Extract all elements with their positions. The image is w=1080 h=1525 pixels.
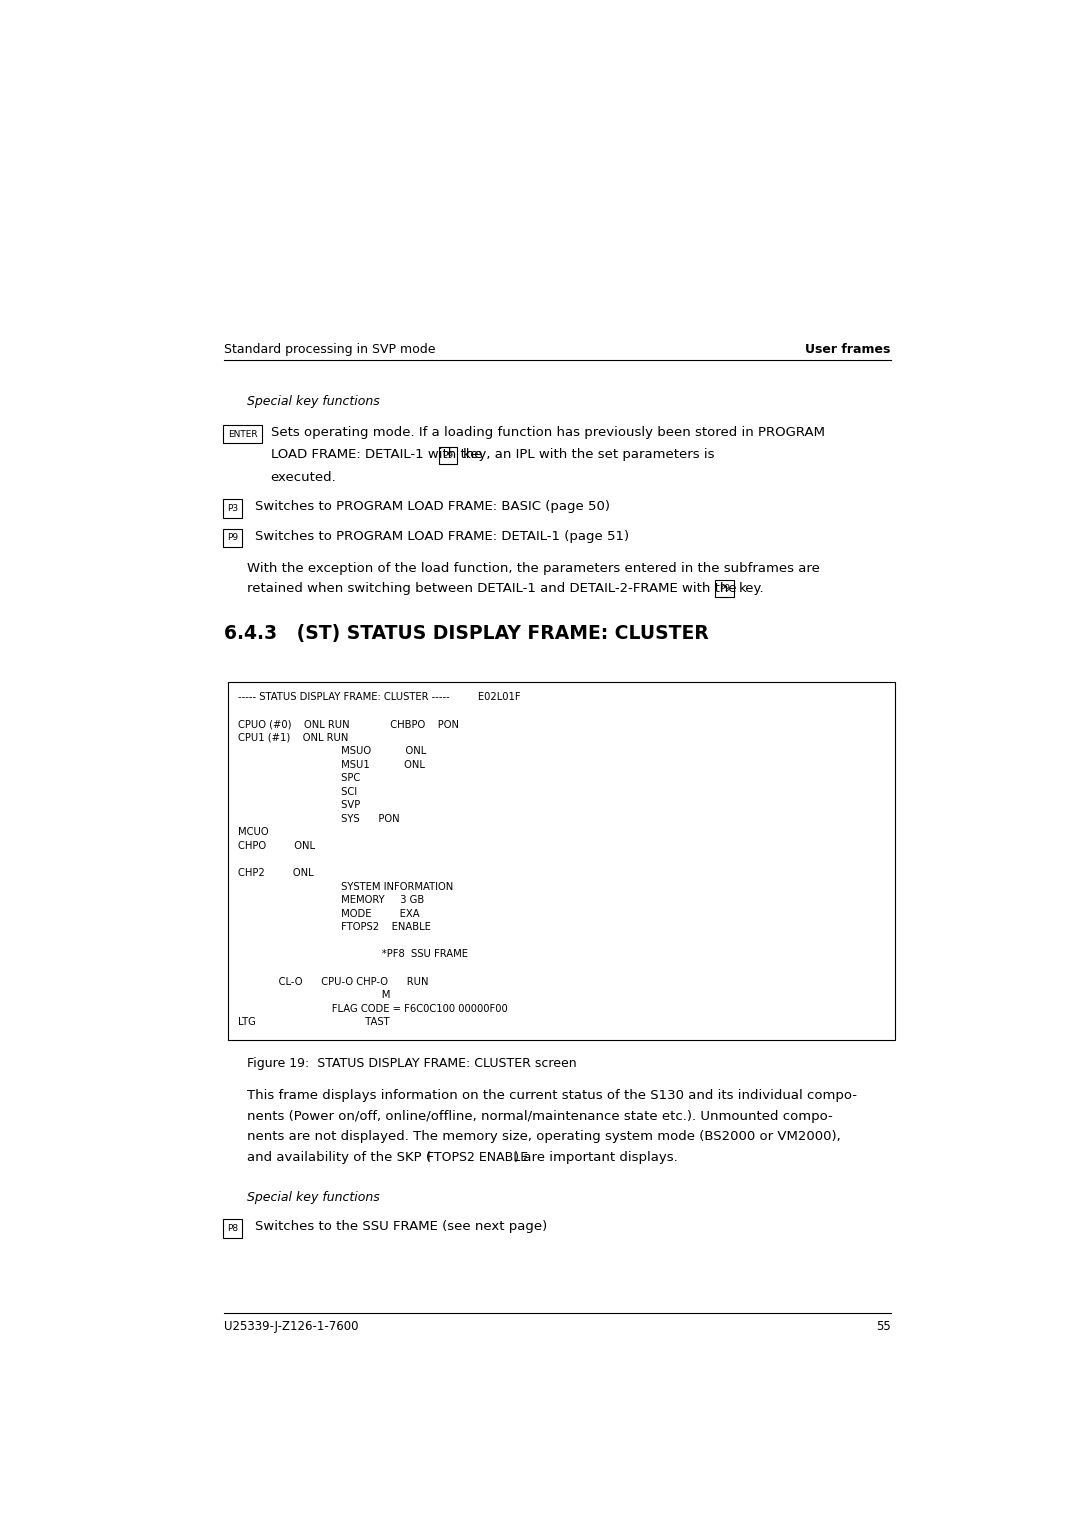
Text: Standard processing in SVP mode: Standard processing in SVP mode bbox=[225, 343, 435, 357]
Text: SVP: SVP bbox=[238, 801, 361, 810]
Text: MSU1           ONL: MSU1 ONL bbox=[238, 759, 424, 770]
Text: User frames: User frames bbox=[806, 343, 891, 357]
Text: Sets operating mode. If a loading function has previously been stored in PROGRAM: Sets operating mode. If a loading functi… bbox=[271, 425, 825, 439]
FancyBboxPatch shape bbox=[228, 682, 894, 1040]
Text: nents (Power on/off, online/offline, normal/maintenance state etc.). Unmounted c: nents (Power on/off, online/offline, nor… bbox=[247, 1110, 833, 1122]
Text: CHPO         ONL: CHPO ONL bbox=[238, 842, 315, 851]
FancyBboxPatch shape bbox=[224, 529, 242, 547]
Text: U25339-J-Z126-1-7600: U25339-J-Z126-1-7600 bbox=[225, 1319, 359, 1333]
Text: LOAD FRAME: DETAIL-1 with the: LOAD FRAME: DETAIL-1 with the bbox=[271, 448, 486, 461]
Text: P8: P8 bbox=[227, 1223, 239, 1232]
Text: Figure 19:  STATUS DISPLAY FRAME: CLUSTER screen: Figure 19: STATUS DISPLAY FRAME: CLUSTER… bbox=[247, 1057, 577, 1071]
Text: LTG                                   TAST: LTG TAST bbox=[238, 1017, 390, 1028]
Text: MSUO           ONL: MSUO ONL bbox=[238, 746, 427, 756]
Text: P9: P9 bbox=[227, 534, 239, 543]
Text: Switches to the SSU FRAME (see next page): Switches to the SSU FRAME (see next page… bbox=[255, 1220, 548, 1232]
Text: 55: 55 bbox=[876, 1319, 891, 1333]
Text: MODE         EXA: MODE EXA bbox=[238, 909, 420, 918]
Text: Switches to PROGRAM LOAD FRAME: DETAIL-1 (page 51): Switches to PROGRAM LOAD FRAME: DETAIL-1… bbox=[255, 529, 630, 543]
Text: CHP2         ONL: CHP2 ONL bbox=[238, 868, 313, 878]
Text: This frame displays information on the current status of the S130 and its indivi: This frame displays information on the c… bbox=[247, 1089, 858, 1103]
FancyBboxPatch shape bbox=[224, 500, 242, 519]
Text: MEMORY     3 GB: MEMORY 3 GB bbox=[238, 895, 424, 906]
FancyBboxPatch shape bbox=[224, 425, 262, 444]
Text: retained when switching between DETAIL-1 and DETAIL-2-FRAME with the: retained when switching between DETAIL-1… bbox=[247, 583, 741, 595]
Text: P9: P9 bbox=[443, 451, 454, 459]
Text: *PF8  SSU FRAME: *PF8 SSU FRAME bbox=[238, 950, 468, 959]
Text: CPUO (#0)    ONL RUN             CHBPO    PON: CPUO (#0) ONL RUN CHBPO PON bbox=[238, 720, 459, 729]
Text: MCUO: MCUO bbox=[238, 828, 269, 837]
Text: key.: key. bbox=[739, 583, 765, 595]
Text: 6.4.3   (ST) STATUS DISPLAY FRAME: CLUSTER: 6.4.3 (ST) STATUS DISPLAY FRAME: CLUSTER bbox=[225, 624, 708, 644]
Text: With the exception of the load function, the parameters entered in the subframes: With the exception of the load function,… bbox=[247, 561, 820, 575]
FancyBboxPatch shape bbox=[715, 581, 734, 598]
Text: nents are not displayed. The memory size, operating system mode (BS2000 or VM200: nents are not displayed. The memory size… bbox=[247, 1130, 841, 1144]
Text: Special key functions: Special key functions bbox=[247, 1191, 380, 1203]
Text: M: M bbox=[238, 990, 391, 1000]
FancyBboxPatch shape bbox=[224, 1218, 242, 1237]
FancyBboxPatch shape bbox=[438, 447, 458, 464]
Text: ENTER: ENTER bbox=[228, 430, 257, 439]
Text: Switches to PROGRAM LOAD FRAME: BASIC (page 50): Switches to PROGRAM LOAD FRAME: BASIC (p… bbox=[255, 500, 610, 514]
Text: Special key functions: Special key functions bbox=[247, 395, 380, 407]
Text: SYSTEM INFORMATION: SYSTEM INFORMATION bbox=[238, 881, 454, 892]
Text: FTOPS2 ENABLE: FTOPS2 ENABLE bbox=[428, 1150, 528, 1164]
Text: FLAG CODE = F6C0C100 00000F00: FLAG CODE = F6C0C100 00000F00 bbox=[238, 1003, 508, 1014]
Text: CL-O      CPU-O CHP-O      RUN: CL-O CPU-O CHP-O RUN bbox=[238, 976, 429, 987]
Text: SCI: SCI bbox=[238, 787, 357, 798]
Text: and availability of the SKP (: and availability of the SKP ( bbox=[247, 1150, 431, 1164]
Text: ) are important displays.: ) are important displays. bbox=[514, 1150, 678, 1164]
Text: key, an IPL with the set parameters is: key, an IPL with the set parameters is bbox=[463, 448, 714, 461]
Text: P9: P9 bbox=[719, 584, 730, 593]
Text: executed.: executed. bbox=[271, 471, 336, 483]
Text: SPC: SPC bbox=[238, 773, 361, 784]
Text: P3: P3 bbox=[227, 505, 239, 514]
Text: CPU1 (#1)    ONL RUN: CPU1 (#1) ONL RUN bbox=[238, 732, 349, 743]
Text: ----- STATUS DISPLAY FRAME: CLUSTER -----         E02L01F: ----- STATUS DISPLAY FRAME: CLUSTER ----… bbox=[238, 692, 521, 702]
Text: SYS      PON: SYS PON bbox=[238, 814, 400, 824]
Text: FTOPS2    ENABLE: FTOPS2 ENABLE bbox=[238, 923, 431, 932]
